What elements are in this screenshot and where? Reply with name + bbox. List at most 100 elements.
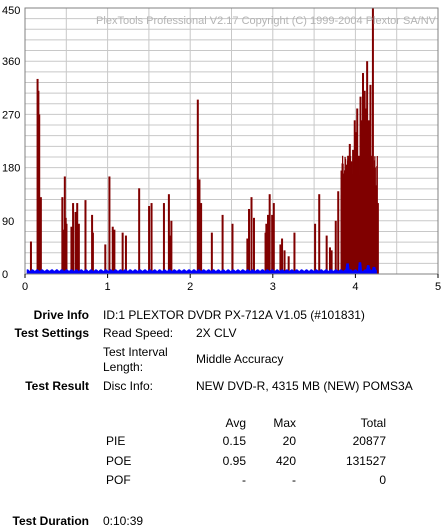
avg-header: Avg xyxy=(225,416,246,430)
poe-bar xyxy=(196,99,199,274)
test-interval-label: Test Interval xyxy=(103,345,168,359)
poe-series xyxy=(29,8,379,275)
poe-bar xyxy=(281,238,284,274)
y-axis-ticks: 450 360 270 180 90 0 xyxy=(2,5,20,281)
poe-bar xyxy=(293,232,296,274)
poe-bar xyxy=(104,244,107,274)
poe-bar xyxy=(198,179,201,274)
poe-bar xyxy=(318,194,321,274)
disc-info-value: NEW DVD-R, 4315 MB (NEW) POMS3A xyxy=(196,379,413,393)
poe-bar xyxy=(376,155,378,274)
pie-avg: 0.15 xyxy=(222,434,246,448)
chart-watermark: PlexTools Professional V2.17 Copyright (… xyxy=(96,15,437,27)
pof-avg: - xyxy=(242,473,246,487)
test-interval-value: Middle Accuracy xyxy=(196,352,284,366)
pof-row-name: POF xyxy=(106,473,131,487)
poe-bar xyxy=(330,250,333,274)
pie-band xyxy=(26,262,377,274)
poe-bar xyxy=(170,220,173,274)
poe-bar xyxy=(168,235,171,274)
pie-total: 20877 xyxy=(352,434,386,448)
poe-bar xyxy=(138,188,141,274)
test-duration-label: Test Duration xyxy=(12,514,89,528)
disc-info-label: Disc Info: xyxy=(103,379,154,393)
pie-series xyxy=(26,262,377,274)
poe-total: 131527 xyxy=(345,454,386,468)
poe-bar xyxy=(248,208,251,274)
poe-bar xyxy=(108,176,111,274)
poe-bar xyxy=(38,114,41,275)
poe-row-name: POE xyxy=(106,454,132,468)
test-result-label: Test Result xyxy=(25,379,89,393)
poe-bar xyxy=(74,211,77,274)
poe-bar xyxy=(371,8,374,274)
poe-bar xyxy=(91,232,94,274)
poe-bar xyxy=(62,229,65,274)
poe-bar xyxy=(231,223,234,274)
x-tick-label: 5 xyxy=(435,281,441,293)
poe-bar xyxy=(279,244,282,274)
poe-bar xyxy=(200,203,203,274)
pie-row-name: PIE xyxy=(106,434,126,448)
poe-bar xyxy=(334,220,337,274)
poe-bar xyxy=(77,223,80,274)
error-chart: PlexTools Professional V2.17 Copyright (… xyxy=(2,5,441,293)
poe-bar xyxy=(328,247,331,274)
pie-max: 20 xyxy=(282,434,296,448)
y-tick-label: 270 xyxy=(2,109,20,121)
test-settings-label: Test Settings xyxy=(14,326,89,340)
poe-bar xyxy=(162,203,165,274)
poe-bar xyxy=(221,214,224,274)
y-tick-label: 450 xyxy=(2,5,20,17)
poe-bar xyxy=(283,250,286,274)
drive-info-label: Drive Info xyxy=(33,308,89,322)
poe-bar xyxy=(265,223,268,274)
read-speed-label: Read Speed: xyxy=(103,326,174,340)
y-tick-label: 360 xyxy=(2,56,20,68)
x-tick-label: 4 xyxy=(352,281,358,293)
poe-bar xyxy=(337,191,340,274)
poe-bar xyxy=(210,232,213,274)
poe-bar xyxy=(250,197,253,274)
test-interval-label-cont: Length: xyxy=(103,360,144,374)
poe-bar xyxy=(150,203,153,274)
x-tick-label: 2 xyxy=(187,281,193,293)
poe-bar xyxy=(314,223,317,274)
poe-bar xyxy=(76,203,79,274)
poe-bar xyxy=(113,229,116,274)
poe-bar xyxy=(271,214,274,274)
max-header: Max xyxy=(273,416,296,430)
poe-bar xyxy=(272,203,275,274)
poe-bar xyxy=(72,203,75,274)
y-tick-label: 0 xyxy=(2,269,8,281)
poe-bar xyxy=(287,256,290,274)
pof-total: 0 xyxy=(379,473,386,487)
poe-bar xyxy=(325,235,328,274)
pof-max: - xyxy=(292,473,296,487)
total-header: Total xyxy=(360,416,386,430)
poe-bar xyxy=(65,223,68,274)
poe-bar xyxy=(70,226,73,274)
y-tick-label: 180 xyxy=(2,163,20,175)
poe-bar xyxy=(121,232,124,274)
y-tick-label: 90 xyxy=(2,216,14,228)
drive-info-value: ID:1 PLEXTOR DVDR PX-712A V1.05 (#101831… xyxy=(103,308,365,322)
x-tick-label: 0 xyxy=(22,281,28,293)
poe-bar xyxy=(111,226,114,274)
read-speed-value: 2X CLV xyxy=(196,326,237,340)
x-axis-ticks: 0 1 2 3 4 5 xyxy=(22,274,441,293)
poe-bar xyxy=(29,241,32,274)
poe-bar xyxy=(246,238,249,274)
poe-max: 420 xyxy=(275,454,296,468)
poe-bar xyxy=(124,235,127,274)
poe-bar xyxy=(167,194,170,274)
poe-bar xyxy=(84,200,87,274)
test-duration-value: 0:10:39 xyxy=(103,514,144,528)
poe-avg: 0.95 xyxy=(222,454,246,468)
poe-bar xyxy=(39,197,42,274)
poe-bar xyxy=(267,214,270,274)
poe-bar xyxy=(268,194,271,274)
x-tick-label: 3 xyxy=(270,281,276,293)
poe-bar xyxy=(252,217,255,274)
x-tick-label: 1 xyxy=(105,281,111,293)
